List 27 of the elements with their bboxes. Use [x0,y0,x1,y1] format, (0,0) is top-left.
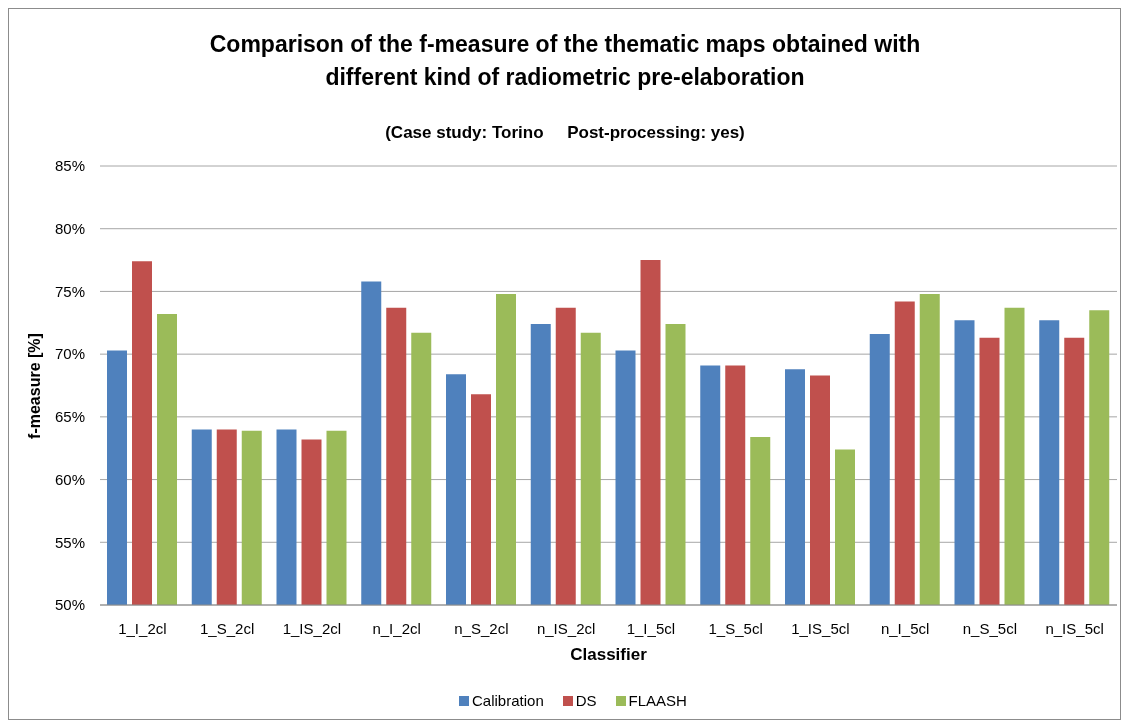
y-tick-label: 55% [54,533,85,551]
y-tick-label: 60% [54,470,85,488]
legend-label: FLAASH [628,692,687,709]
chart-subtitle: (Case study: Torino Post-processing: yes) [384,122,746,144]
x-tick-label: n_IS_2cl [536,619,596,637]
chart-title: Comparison of the f-measure of the thematic maps obtained with different kind of radiometric pre-elaboration [208,30,922,92]
legend-label: DS [575,692,597,709]
y-tick-label: 80% [54,220,85,238]
y-tick-label: 65% [54,408,85,426]
y-tick-label: 75% [54,282,85,300]
x-axis-title: Classifier [569,644,648,666]
y-tick-label: 50% [54,596,85,614]
x-tick-label: 1_I_2cl [118,619,167,637]
x-tick-label: 1_I_5cl [626,619,676,637]
x-tick-label: 1_IS_5cl [791,619,850,637]
x-tick-label: 1_S_5cl [708,619,763,637]
y-tick-label: 85% [54,157,85,175]
y-tick-label: 70% [54,345,85,363]
x-tick-label: n_I_2cl [372,619,421,637]
y-axis-title: f-measure [%] [26,332,44,439]
x-tick-label: 1_S_2cl [200,619,255,637]
x-tick-label: 1_IS_2cl [282,619,342,637]
x-tick-label: n_S_5cl [962,619,1017,637]
x-tick-label: n_S_2cl [454,619,509,637]
x-tick-label: n_IS_5cl [1045,619,1104,637]
legend-label: Calibration [472,692,544,709]
x-tick-label: n_I_5cl [880,619,930,637]
